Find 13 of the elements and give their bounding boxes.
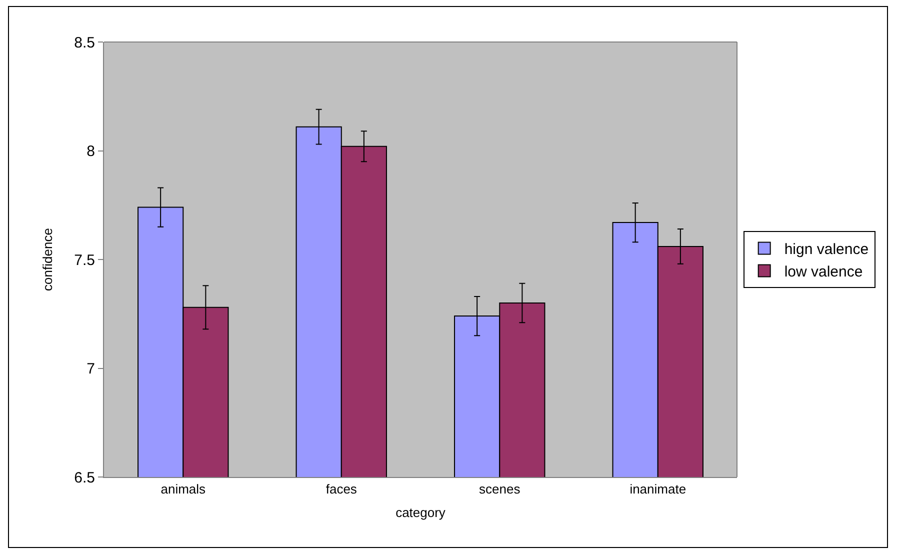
x-tick-label: faces: [326, 482, 358, 497]
y-tick-label: 6.5: [74, 469, 95, 486]
x-tick-label: scenes: [479, 482, 521, 497]
legend-label: low valence: [784, 264, 863, 281]
y-tick-label: 7.5: [74, 252, 95, 269]
y-axis-title: confidence: [40, 228, 56, 291]
legend-label: hign valence: [784, 241, 869, 258]
y-tick-label: 8.5: [74, 34, 95, 52]
x-tick-label: inanimate: [630, 482, 686, 497]
x-tick-label: animals: [160, 482, 206, 497]
y-tick-label: 8: [86, 143, 95, 160]
y-tick-label: 7: [86, 360, 95, 378]
x-axis-title: category: [396, 505, 446, 520]
